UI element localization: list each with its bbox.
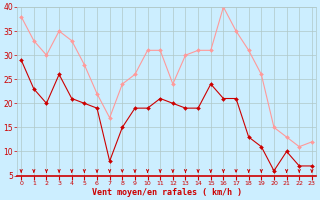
X-axis label: Vent moyen/en rafales ( km/h ): Vent moyen/en rafales ( km/h ) <box>92 188 242 197</box>
